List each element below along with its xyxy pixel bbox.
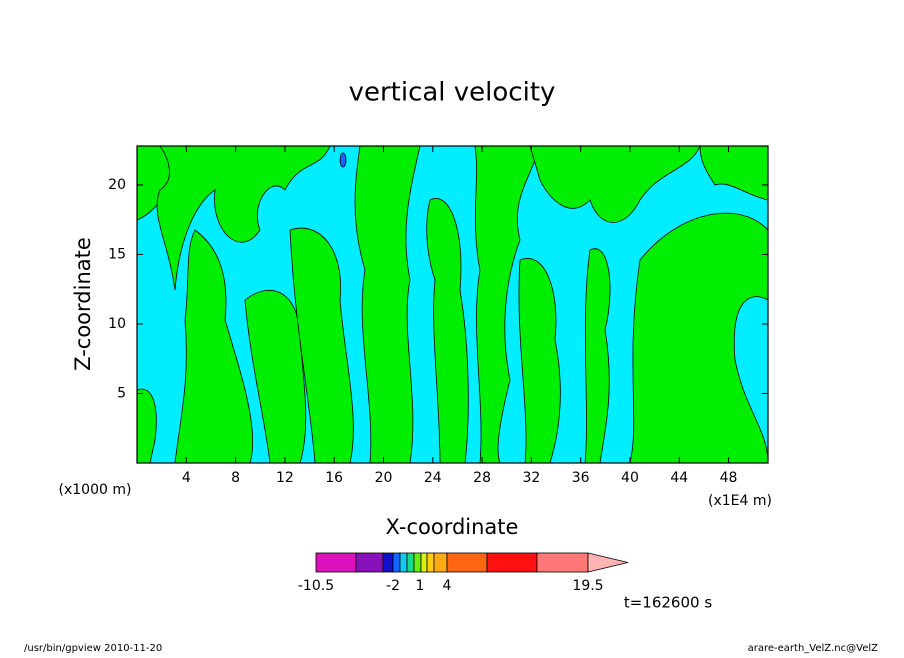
colorbar-extension xyxy=(587,552,629,573)
x-tick-label: 12 xyxy=(276,470,294,486)
footer-right: arare-earth_VelZ.nc@VelZ xyxy=(748,643,879,654)
x-tick-label: 48 xyxy=(720,470,738,486)
colorbar-segment xyxy=(315,552,357,573)
colorbar-segment xyxy=(420,552,428,573)
x-unit: (x1000 m) xyxy=(59,482,132,498)
colorbar-segment xyxy=(355,552,384,573)
colorbar-segment xyxy=(399,552,408,573)
y-tick-label: 15 xyxy=(108,246,126,262)
colorbar-segment xyxy=(446,552,488,573)
y-tick-label: 20 xyxy=(108,177,126,193)
field-green xyxy=(137,146,768,463)
colorbar-segment xyxy=(406,552,415,573)
contour-field xyxy=(137,146,768,463)
y-axis-title: Z-coordinate xyxy=(71,237,95,371)
colorbar-tick-label: 4 xyxy=(443,578,452,594)
x-tick-label: 32 xyxy=(522,470,540,486)
colorbar-segment xyxy=(433,552,448,573)
plot-frame xyxy=(136,145,769,464)
chart-title: vertical velocity xyxy=(349,78,556,108)
x-tick-label: 4 xyxy=(182,470,191,486)
colorbar-segment xyxy=(486,552,538,573)
colorbar-segment xyxy=(426,552,435,573)
colorbar-segment xyxy=(536,552,589,573)
x-tick-label: 24 xyxy=(424,470,442,486)
colorbar-segment xyxy=(382,552,394,573)
time-label: t=162600 s xyxy=(624,594,712,612)
footer-left: /usr/bin/gpview 2010-11-20 xyxy=(24,643,162,654)
x-scale-note: (x1E4 m) xyxy=(708,493,772,509)
field-blue xyxy=(339,152,347,168)
colorbar-tick-label: -10.5 xyxy=(298,578,334,594)
x-tick-label: 16 xyxy=(325,470,343,486)
colorbar-tick-label: -2 xyxy=(386,578,400,594)
colorbar-segment xyxy=(392,552,401,573)
x-tick-label: 20 xyxy=(375,470,393,486)
y-tick-label: 10 xyxy=(108,316,126,332)
x-axis-title: X-coordinate xyxy=(386,515,519,539)
x-tick-label: 28 xyxy=(473,470,491,486)
y-tick-label: 5 xyxy=(117,385,126,401)
x-tick-label: 44 xyxy=(670,470,688,486)
x-tick-label: 8 xyxy=(231,470,240,486)
colorbar-tick-label: 19.5 xyxy=(572,578,603,594)
x-tick-label: 40 xyxy=(621,470,639,486)
colorbar-segment xyxy=(413,552,422,573)
x-tick-label: 36 xyxy=(572,470,590,486)
colorbar-tick-label: 1 xyxy=(416,578,425,594)
